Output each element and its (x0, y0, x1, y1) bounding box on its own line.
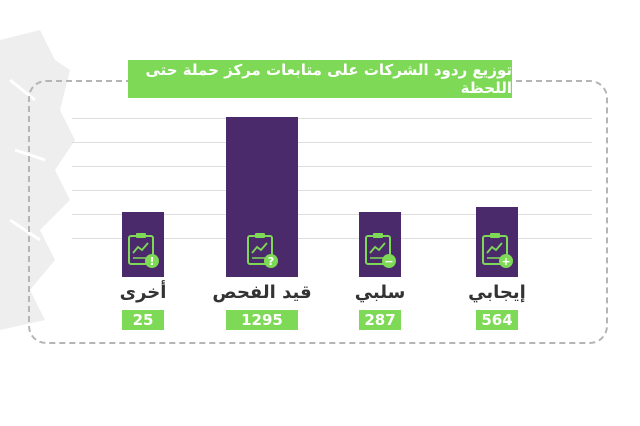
category-label-4: إيجابي (468, 282, 526, 303)
category-label-3: سلبي (354, 282, 406, 303)
clipboard-minus-icon: − (363, 231, 397, 269)
value-label-1: 25 (122, 310, 164, 330)
chart-title: توزيع ردود الشركات على متابعات مركز حملة… (128, 60, 512, 98)
svg-text:+: + (501, 255, 510, 268)
gridline-3 (72, 166, 592, 167)
svg-text:−: − (384, 255, 393, 268)
svg-text:?: ? (268, 255, 274, 268)
chart-frame (28, 80, 608, 344)
clipboard-question-icon: ? (245, 231, 279, 269)
category-label-1: أخرى (119, 282, 167, 303)
value-label-2: 1295 (226, 310, 298, 330)
gridline-4 (72, 190, 592, 191)
gridline-5 (72, 214, 592, 215)
chart-title-text: توزيع ردود الشركات على متابعات مركز حملة… (145, 61, 512, 97)
gridline-6 (72, 238, 592, 239)
gridline-1 (72, 118, 592, 119)
gridline-2 (72, 142, 592, 143)
svg-text:!: ! (149, 255, 154, 268)
bar-2 (226, 117, 298, 277)
clipboard-plus-icon: + (480, 231, 514, 269)
value-label-3: 287 (359, 310, 401, 330)
category-label-2: قيد الفحص (212, 282, 312, 303)
clipboard-exclamation-icon: ! (126, 231, 160, 269)
value-label-4: 564 (476, 310, 518, 330)
